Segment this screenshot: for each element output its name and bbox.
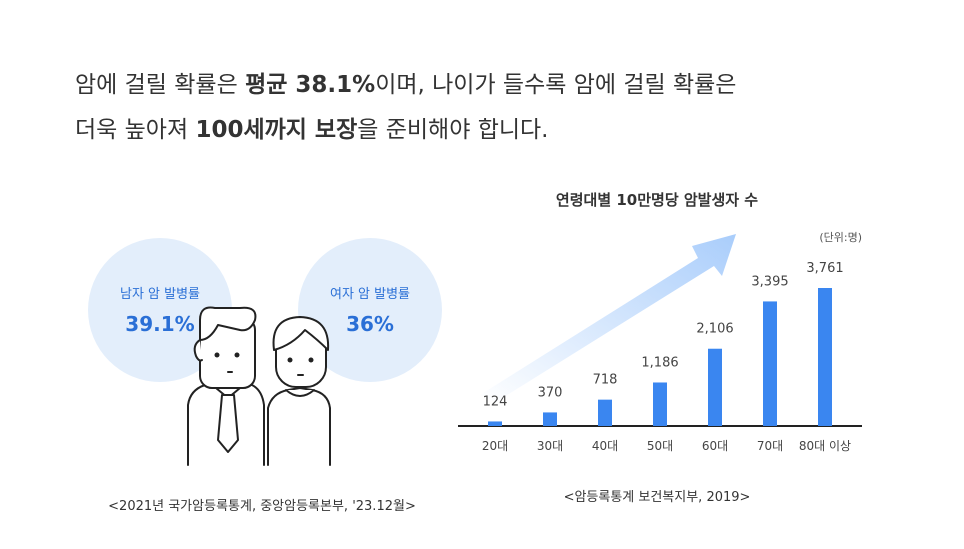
headline-segment: 평균 38.1% xyxy=(245,72,375,98)
bar xyxy=(818,288,832,426)
x-tick-label: 50대 xyxy=(647,439,673,453)
value-label: 124 xyxy=(483,394,508,409)
value-label: 718 xyxy=(593,373,618,388)
x-tick-label: 30대 xyxy=(537,439,563,453)
x-tick-label: 40대 xyxy=(592,439,618,453)
headline-segment: 암에 걸릴 확률은 xyxy=(75,72,245,98)
bar xyxy=(708,348,722,426)
bar xyxy=(763,301,777,426)
headline-line-1: 암에 걸릴 확률은 평균 38.1%이며, 나이가 들수록 암에 걸릴 확률은 xyxy=(75,72,736,98)
woman-illustration xyxy=(267,316,331,466)
value-label: 2,106 xyxy=(696,322,733,337)
male-label: 남자 암 발병률 xyxy=(120,287,200,302)
bar xyxy=(598,399,612,426)
headline-segment: 이며, 나이가 들수록 암에 걸릴 확률은 xyxy=(375,72,736,98)
chart-source: <암등록통계 보건복지부, 2019> xyxy=(564,490,751,505)
headline-segment: 더욱 높아져 xyxy=(75,117,195,143)
female-rate: 36% xyxy=(346,312,394,336)
value-label: 370 xyxy=(538,385,563,400)
headline-segment: 100세까지 보장 xyxy=(195,117,357,143)
headline-segment: 을 준비해야 합니다. xyxy=(357,117,548,143)
male-rate: 39.1% xyxy=(125,312,194,336)
left-source: <2021년 국가암등록통계, 중앙암등록본부, '23.12월> xyxy=(108,499,416,514)
female-label: 여자 암 발병률 xyxy=(330,287,410,302)
growth-arrow xyxy=(480,234,736,402)
x-tick-label: 70대 xyxy=(757,439,783,453)
man-illustration xyxy=(187,306,265,466)
x-tick-label: 80대 이상 xyxy=(799,439,851,453)
x-tick-label: 60대 xyxy=(702,439,728,453)
chart-title: 연령대별 10만명당 암발생자 수 xyxy=(556,191,758,209)
unit-label: (단위:명) xyxy=(819,231,862,244)
x-tick-label: 20대 xyxy=(482,439,508,453)
bar xyxy=(543,412,557,426)
value-label: 3,761 xyxy=(806,261,843,276)
bar xyxy=(488,421,502,426)
value-label: 1,186 xyxy=(641,355,678,370)
headline-line-2: 더욱 높아져 100세까지 보장을 준비해야 합니다. xyxy=(75,117,548,143)
bar xyxy=(653,382,667,426)
value-label: 3,395 xyxy=(751,274,788,289)
female-bubble xyxy=(298,238,442,382)
